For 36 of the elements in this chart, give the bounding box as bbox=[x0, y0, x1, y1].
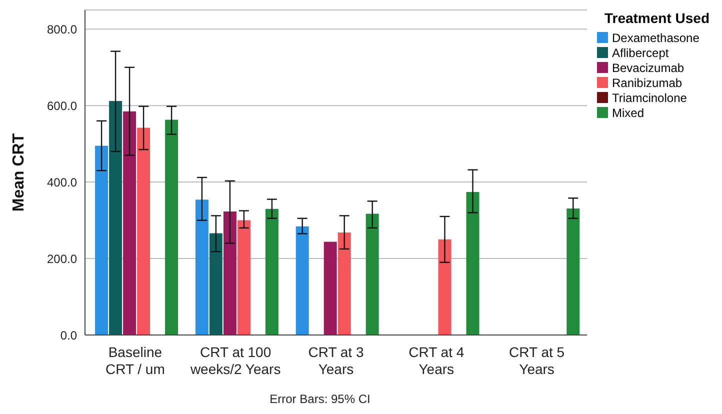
y-tick-label: 200.0 bbox=[46, 252, 78, 266]
y-tick-label: 0.0 bbox=[60, 328, 78, 342]
bar bbox=[296, 226, 309, 335]
text: Error Bars: 95% CI bbox=[268, 392, 372, 406]
bar bbox=[366, 214, 379, 335]
x-tick-label: CRT at 3 Years bbox=[308, 344, 364, 377]
legend-label: Ranibizumab bbox=[611, 75, 684, 90]
y-tick-label: 400.0 bbox=[46, 175, 78, 190]
bar bbox=[324, 242, 337, 335]
bar bbox=[338, 232, 351, 335]
bar bbox=[137, 128, 150, 335]
bar bbox=[195, 200, 208, 335]
bar bbox=[566, 208, 580, 335]
x-tick-label: CRT at 100 weeks/2 Years bbox=[189, 344, 281, 377]
bar bbox=[95, 146, 108, 335]
legend-label: Triamcinolone bbox=[611, 90, 688, 105]
y-tick-label: 600.0 bbox=[46, 98, 78, 113]
x-tick-label: Baseline CRT / um bbox=[106, 344, 165, 377]
bar bbox=[466, 192, 480, 335]
bar bbox=[165, 120, 178, 335]
bar bbox=[123, 111, 136, 335]
legend-title: Treatment Used bbox=[603, 10, 711, 26]
bar bbox=[237, 220, 250, 335]
x-tick-label: CRT at 4 Years bbox=[408, 344, 464, 377]
bar bbox=[265, 208, 278, 335]
legend-label: Bevacizumab bbox=[611, 60, 686, 75]
y-tick-label: 800.0 bbox=[46, 22, 78, 36]
x-tick-label: CRT at 5 Years bbox=[509, 344, 565, 377]
y-axis-title: Mean CRT bbox=[10, 133, 28, 212]
bar bbox=[109, 101, 122, 335]
legend-label: Aflibercept bbox=[611, 45, 670, 60]
legend-label: Mixed bbox=[611, 105, 646, 120]
legend-label: Dexamethasone bbox=[611, 30, 700, 45]
bar bbox=[223, 212, 236, 335]
bar bbox=[438, 239, 452, 335]
bar bbox=[209, 233, 222, 335]
